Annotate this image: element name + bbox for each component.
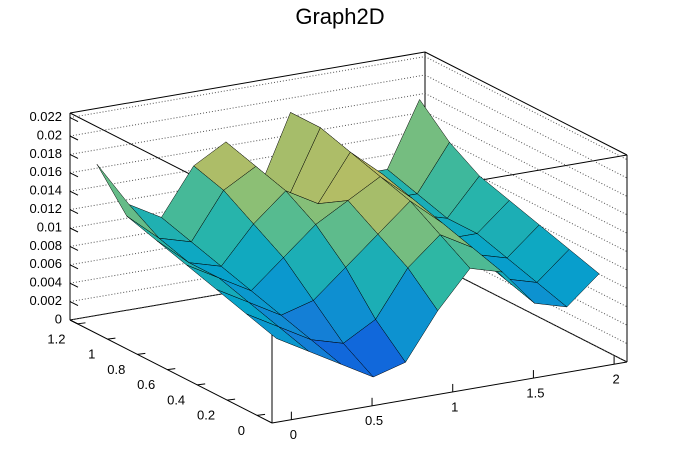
z-tick [69, 172, 79, 178]
z-tick-label: 0.018 [29, 146, 62, 161]
box-edge [69, 51, 426, 114]
z-tick-label: 0.006 [29, 256, 62, 271]
grid-line [69, 74, 426, 137]
grid-line [69, 56, 426, 119]
x-tick-label: 0.5 [365, 413, 383, 428]
z-tick [69, 190, 79, 196]
x-tick-label: 1.5 [526, 386, 544, 401]
y-tick [167, 368, 176, 371]
y-tick [77, 322, 86, 325]
z-tick [69, 319, 79, 325]
z-tick [69, 209, 79, 215]
z-tick [69, 227, 79, 233]
y-tick-label: 0.2 [197, 408, 215, 423]
y-axis [69, 319, 273, 424]
y-tick [256, 413, 266, 416]
y-tick-label: 1 [88, 347, 95, 362]
grid-line [69, 111, 426, 174]
z-tick [69, 135, 79, 141]
z-tick-label: 0.016 [29, 164, 62, 179]
grid-line [424, 56, 628, 161]
z-tick [69, 301, 79, 307]
x-axis [271, 361, 628, 424]
z-tick [69, 282, 79, 288]
z-tick-label: 0.008 [29, 238, 62, 253]
x-tick-label: 2 [612, 372, 619, 387]
z-tick [69, 264, 79, 270]
z-tick-label: 0.02 [37, 127, 62, 142]
z-tick-label: 0.002 [29, 293, 62, 308]
y-tick [137, 352, 146, 355]
chart-title: Graph2D [295, 4, 384, 29]
surface-cell [246, 313, 309, 352]
z-tick [69, 245, 79, 251]
y-tick [197, 383, 206, 386]
z-tick-label: 0.012 [29, 201, 62, 216]
box-edge [424, 51, 628, 156]
y-tick-label: 1.2 [47, 331, 65, 346]
z-tick-label: 0.01 [37, 219, 62, 234]
z-tick [69, 117, 79, 123]
y-tick-label: 0.4 [167, 392, 185, 407]
z-tick-label: 0.014 [29, 183, 62, 198]
z-tick-label: 0.004 [29, 275, 62, 290]
y-tick [107, 337, 116, 340]
y-tick-label: 0 [238, 423, 245, 438]
grid-line [69, 92, 426, 155]
z-tick-label: 0 [55, 311, 62, 326]
z-tick [69, 153, 79, 159]
z-tick-label: 0.022 [29, 109, 62, 124]
x-tick-label: 1 [451, 399, 458, 414]
y-tick-label: 0.6 [137, 377, 155, 392]
y-tick-label: 0.8 [107, 362, 125, 377]
y-tick [227, 398, 236, 401]
x-tick-label: 0 [290, 427, 297, 442]
